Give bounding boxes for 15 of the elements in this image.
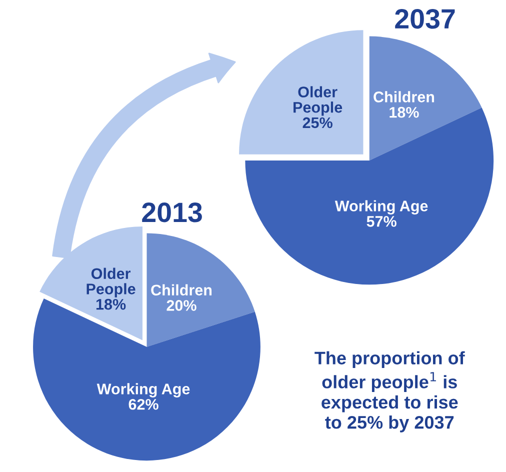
slice-label: Older People (86, 268, 136, 298)
data-label: 57% (366, 216, 396, 227)
slice-label: Children (151, 284, 212, 296)
slice-label: Older People (294, 86, 342, 116)
data-label: 20% (166, 300, 196, 311)
data-label: 25% (302, 117, 332, 128)
data-label: 18% (96, 298, 126, 310)
data-label: 62% (128, 398, 158, 410)
chart-title: 2013 (142, 202, 202, 222)
slice-label: Children (374, 91, 434, 102)
slice-label: Working Age (334, 200, 428, 215)
data-label: 18% (390, 106, 419, 118)
slice-label: Working Age (96, 383, 190, 398)
text: The proportion of older people$^{1}$ is expected to rise to 25% by 2037 (314, 351, 465, 432)
chart-title: 2037 (395, 9, 455, 29)
